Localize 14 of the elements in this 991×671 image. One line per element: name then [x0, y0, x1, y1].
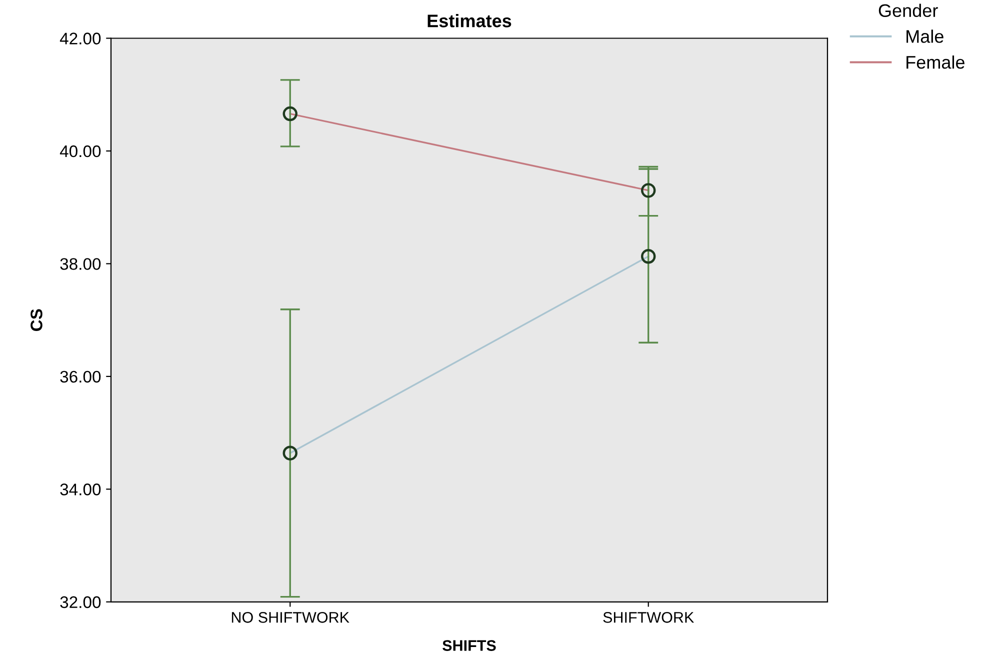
y-tick-label: 42.00 [60, 32, 101, 44]
y-tick-label: 38.00 [60, 258, 101, 270]
y-tick-label: 34.00 [60, 484, 101, 496]
legend-label: Male [906, 30, 944, 43]
legend-title: Gender [878, 4, 938, 18]
y-tick-label: 36.00 [60, 370, 101, 383]
x-tick-label: NO SHIFTWORK [232, 612, 350, 623]
legend-label: Female [906, 55, 964, 69]
y-axis-title: CS [30, 309, 42, 331]
y-tick-label: 40.00 [60, 145, 101, 158]
x-tick-label: SHIFTWORK [603, 612, 694, 623]
y-tick-label: 32.00 [60, 596, 101, 608]
chart-title: Estimates [428, 14, 512, 28]
x-axis-title: SHIFTS [442, 640, 496, 651]
